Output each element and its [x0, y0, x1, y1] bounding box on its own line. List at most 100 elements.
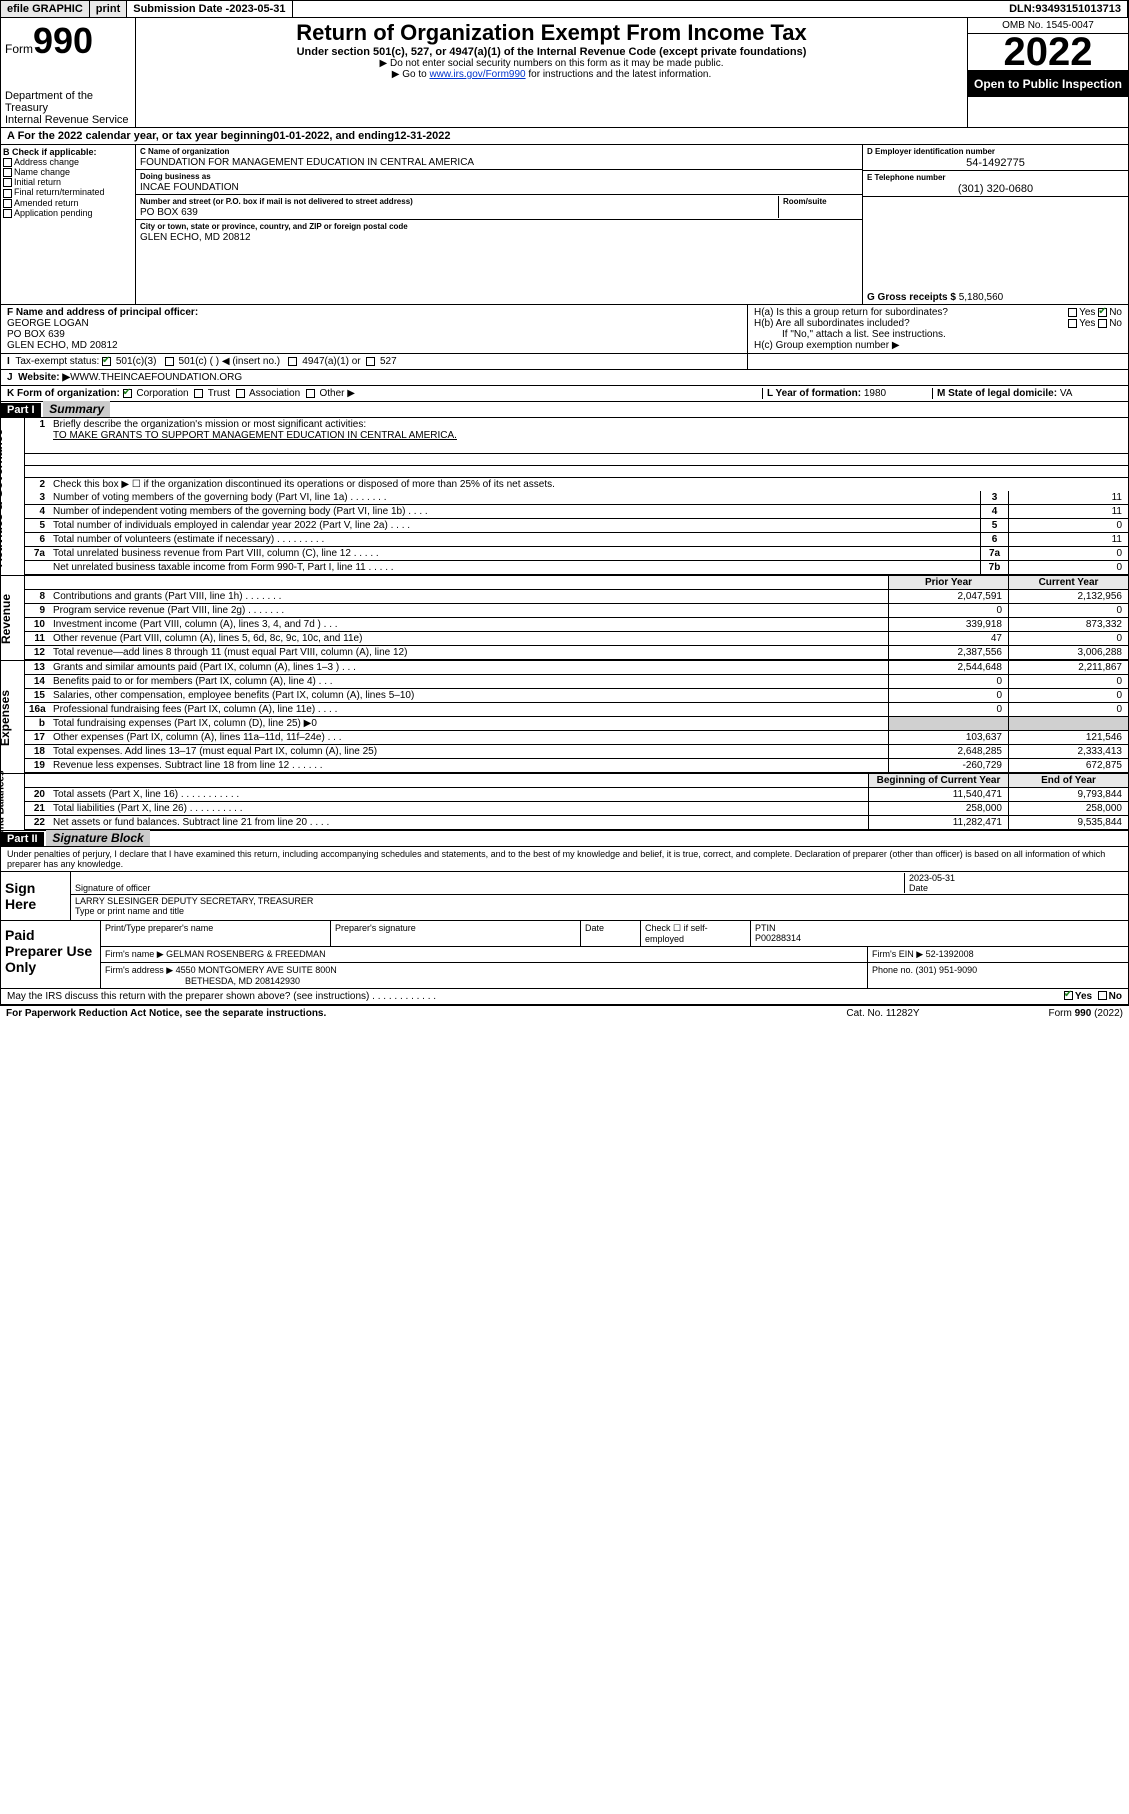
- k-o4: Other ▶: [319, 388, 354, 399]
- line2: Check this box ▶ ☐ if the organization d…: [49, 478, 1128, 491]
- chk-501c3[interactable]: [102, 357, 111, 366]
- name-lbl: Type or print name and title: [75, 906, 184, 916]
- ha-yes: Yes: [1079, 307, 1095, 318]
- col-end: End of Year: [1008, 774, 1128, 787]
- k-o3: Association: [249, 388, 300, 399]
- rev-main: Prior YearCurrent Year 8Contributions an…: [25, 576, 1128, 660]
- org-street: PO BOX 639: [140, 207, 198, 218]
- e-phone: E Telephone number(301) 320-0680: [863, 171, 1128, 197]
- print-button[interactable]: print: [90, 1, 127, 17]
- part2-header: Part II Signature Block: [0, 831, 1129, 847]
- c-room: Room/suite: [778, 196, 858, 218]
- chk-other[interactable]: [306, 389, 315, 398]
- c-dba: Doing business asINCAE FOUNDATION: [136, 170, 862, 195]
- col-c: C Name of organizationFOUNDATION FOR MAN…: [136, 145, 863, 304]
- h-a: H(a) Is this a group return for subordin…: [754, 307, 1122, 318]
- submission-date-label: Submission Date -: [133, 3, 229, 15]
- col-prior: Prior Year: [888, 576, 1008, 589]
- cat-no: Cat. No. 11282Y: [803, 1008, 963, 1019]
- discuss-yes: Yes: [1075, 991, 1092, 1002]
- mission: TO MAKE GRANTS TO SUPPORT MANAGEMENT EDU…: [53, 430, 457, 441]
- chk-amended[interactable]: Amended return: [3, 198, 133, 208]
- gross-receipts: 5,180,560: [959, 292, 1004, 303]
- chk-trust[interactable]: [194, 389, 203, 398]
- chk-name[interactable]: Name change: [3, 167, 133, 177]
- part2-title: Signature Block: [46, 830, 149, 846]
- i-o4: 527: [380, 356, 397, 367]
- efile-badge: efile GRAPHIC: [1, 1, 90, 17]
- year-formation: 1980: [864, 388, 886, 399]
- form-note-2: ▶ Go to www.irs.gov/Form990 for instruct…: [142, 69, 961, 80]
- part1-tag: Part I: [1, 403, 41, 417]
- hb-yes: Yes: [1079, 318, 1095, 329]
- col-b: B Check if applicable: Address change Na…: [1, 145, 136, 304]
- b-opt-0: Address change: [14, 157, 79, 167]
- k-lbl: K Form of organization:: [7, 388, 120, 399]
- chk-assoc[interactable]: [236, 389, 245, 398]
- dln-label: DLN:: [1009, 3, 1035, 15]
- chk-527[interactable]: [366, 357, 375, 366]
- form-subtitle: Under section 501(c), 527, or 4947(a)(1)…: [142, 46, 961, 58]
- side-ag: Activities & Governance: [1, 418, 25, 575]
- discuss-no-chk[interactable]: [1098, 991, 1107, 1000]
- submission-date-value: 2023-05-31: [229, 3, 285, 15]
- chk-pending[interactable]: Application pending: [3, 208, 133, 218]
- chk-corp[interactable]: [123, 389, 132, 398]
- chk-address[interactable]: Address change: [3, 157, 133, 167]
- ptin: P00288314: [755, 933, 801, 943]
- net-hdr: Beginning of Current YearEnd of Year: [25, 774, 1128, 788]
- line1-lbl: Briefly describe the organization's miss…: [53, 419, 366, 430]
- section-rev: Revenue Prior YearCurrent Year 8Contribu…: [0, 575, 1129, 660]
- identity-block: B Check if applicable: Address change Na…: [0, 145, 1129, 305]
- chk-final[interactable]: Final return/terminated: [3, 187, 133, 197]
- sig-line2: LARRY SLESINGER DEPUTY SECRETARY, TREASU…: [71, 895, 1128, 917]
- website: WWW.THEINCAEFOUNDATION.ORG: [70, 372, 242, 383]
- i-o1: 501(c)(3): [116, 356, 157, 367]
- form-note-1: ▶ Do not enter social security numbers o…: [142, 58, 961, 69]
- col-h: H(a) Is this a group return for subordin…: [748, 305, 1128, 353]
- c-dba-lbl: Doing business as: [140, 172, 211, 181]
- m-state: M State of legal domicile: VA: [932, 388, 1122, 399]
- firm-addr2: BETHESDA, MD 208142930: [105, 976, 300, 986]
- header-right: OMB No. 1545-0047 2022 Open to Public In…: [968, 18, 1128, 127]
- discuss-yes-chk[interactable]: [1064, 991, 1073, 1000]
- side-exp: Expenses: [1, 661, 25, 773]
- rev-hdr: Prior YearCurrent Year: [25, 576, 1128, 590]
- ha-no: No: [1109, 307, 1122, 318]
- net-main: Beginning of Current YearEnd of Year 20T…: [25, 774, 1128, 830]
- col-begin: Beginning of Current Year: [868, 774, 1008, 787]
- side-net: Net Assets orFund Balances: [1, 774, 25, 830]
- discuss-row: May the IRS discuss this return with the…: [0, 989, 1129, 1005]
- side-ag-label: Activities & Governance: [0, 428, 5, 566]
- paid-main: Print/Type preparer's name Preparer's si…: [101, 921, 1128, 988]
- irs-link[interactable]: www.irs.gov/Form990: [429, 69, 525, 80]
- dept-irs: Internal Revenue Service: [5, 114, 131, 125]
- part1-title: Summary: [43, 401, 110, 417]
- discuss-text: May the IRS discuss this return with the…: [7, 991, 1064, 1002]
- b-opt-1: Name change: [14, 167, 70, 177]
- mission-line: [25, 454, 1128, 466]
- officer-street: PO BOX 639: [7, 329, 65, 340]
- dln: DLN: 93493151013713: [1003, 1, 1128, 17]
- side-rev: Revenue: [1, 576, 25, 660]
- exp-main: 13Grants and similar amounts paid (Part …: [25, 661, 1128, 773]
- footer: For Paperwork Reduction Act Notice, see …: [0, 1005, 1129, 1021]
- col-f: F Name and address of principal officer:…: [1, 305, 748, 353]
- side-exp-label: Expenses: [0, 690, 12, 746]
- chk-4947[interactable]: [288, 357, 297, 366]
- chk-501c[interactable]: [165, 357, 174, 366]
- c-room-lbl: Room/suite: [783, 197, 827, 206]
- b-opt-2: Initial return: [14, 177, 61, 187]
- paid-h5: PTIN: [755, 923, 776, 933]
- ein-lbl: Firm's EIN ▶: [872, 949, 926, 959]
- hb-text: H(b) Are all subordinates included?: [754, 318, 910, 329]
- b-opt-5: Application pending: [14, 208, 93, 218]
- paid-row2: Firm's name ▶ GELMAN ROSENBERG & FREEDMA…: [101, 947, 1128, 963]
- officer-city: GLEN ECHO, MD 20812: [7, 340, 118, 351]
- chk-initial[interactable]: Initial return: [3, 177, 133, 187]
- l-lbl: L Year of formation:: [767, 388, 864, 399]
- state-domicile: VA: [1060, 388, 1073, 399]
- b-opt-4: Amended return: [14, 198, 79, 208]
- form-title: Return of Organization Exempt From Incom…: [142, 20, 961, 46]
- open-inspection: Open to Public Inspection: [968, 71, 1128, 97]
